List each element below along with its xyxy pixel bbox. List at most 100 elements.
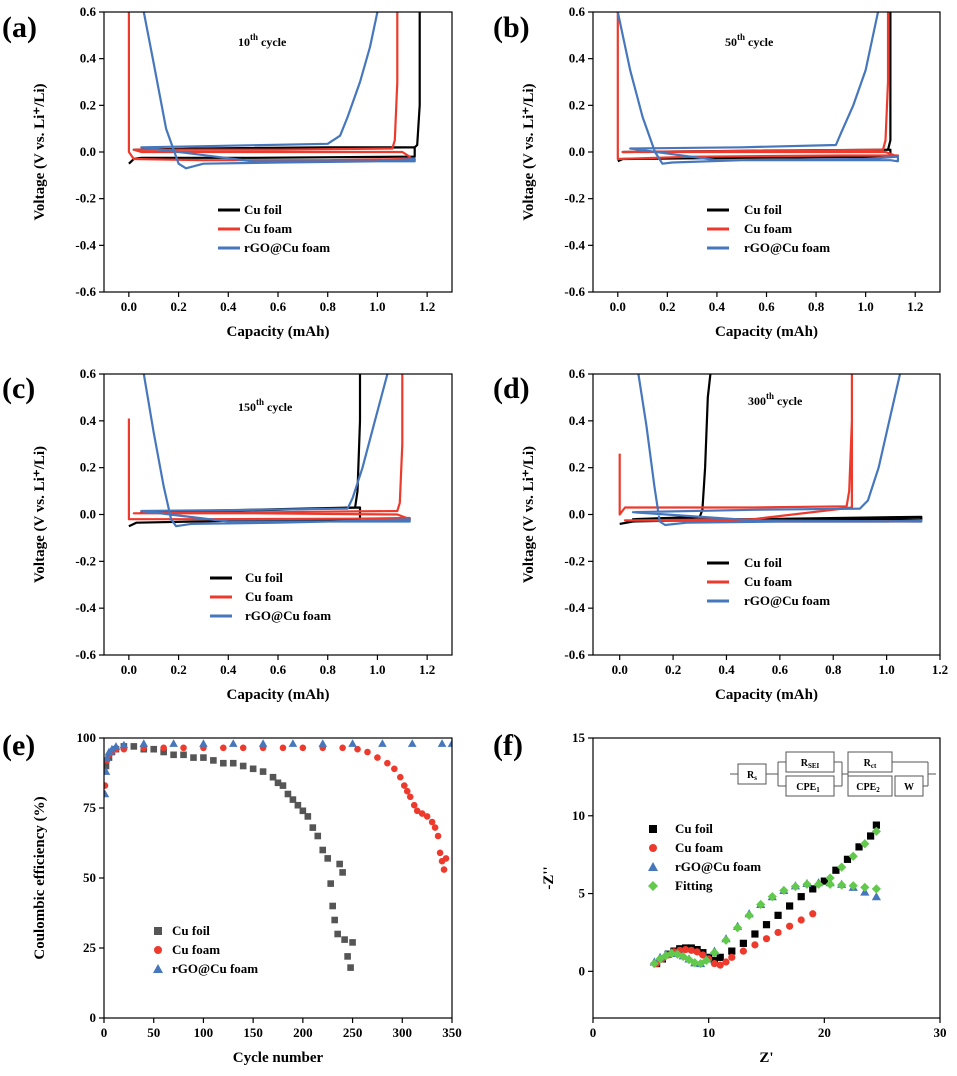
cycle-word: cycle	[774, 394, 803, 408]
legend: Cu foil Cu foam rGO@Cu foam Fitting	[648, 821, 761, 893]
x-axis-label: Capacity (mAh)	[227, 687, 330, 703]
legend-marker	[649, 844, 657, 852]
x-tick-label: 0.2	[170, 299, 186, 314]
plot-area	[104, 739, 452, 971]
y-tick-label: 0.6	[80, 4, 97, 19]
circuit-rct-label-main: R	[864, 758, 872, 769]
legend-marker	[648, 881, 658, 891]
data-point	[820, 877, 828, 885]
x-tick-label: 250	[343, 1025, 363, 1040]
legend: Cu foil Cu foam rGO@Cu foam	[707, 555, 830, 608]
y-tick-label: -0.4	[564, 600, 585, 615]
cycle-superscript: th	[737, 32, 745, 42]
plot-area	[127, 12, 421, 170]
circuit-w-label-main: W	[904, 782, 914, 793]
x-tick-label: 0.0	[121, 299, 137, 314]
data-point	[410, 801, 418, 809]
circuit-rct-label-sub: ct	[871, 762, 877, 770]
y-axis-label: Voltage (V vs. Li⁺/Li)	[521, 446, 537, 583]
legend-label: Cu foam	[172, 942, 220, 957]
data-point	[139, 739, 149, 747]
cycle-word: cycle	[258, 35, 287, 49]
data-point	[786, 922, 794, 930]
cycle-word: cycle	[264, 400, 293, 414]
x-tick-label: 1.2	[907, 299, 923, 314]
legend: Cu foil Cu foam rGO@Cu foam	[218, 202, 330, 255]
panel-label: (e)	[2, 729, 35, 762]
data-point	[437, 739, 447, 747]
panel-label: (a)	[2, 11, 37, 44]
data-point	[837, 862, 847, 872]
data-point	[843, 855, 852, 863]
data-point	[329, 902, 336, 910]
legend-marker	[649, 825, 657, 833]
legend-label: rGO@Cu foam	[244, 240, 330, 255]
data-point	[721, 935, 731, 945]
data-point	[269, 773, 277, 781]
x-tick-label: 0.8	[825, 662, 842, 677]
legend-label: rGO@Cu foam	[245, 608, 331, 623]
series-line	[128, 12, 421, 165]
chart-f: (f) 0 10 20 30 0 5 10 15 Z' -Z'' Cu foil Cu foam rGO@…	[493, 729, 947, 1066]
legend-label: Cu foam	[244, 221, 292, 236]
legend-label: rGO@Cu foam	[744, 593, 830, 608]
y-tick-label: 0.6	[80, 366, 97, 381]
data-point	[797, 916, 805, 924]
y-tick-label: 0.2	[80, 97, 96, 112]
data-point	[710, 959, 719, 968]
data-point	[728, 947, 736, 955]
series-rgo-cu-foam	[104, 739, 452, 798]
y-tick-label: -0.2	[75, 553, 96, 568]
data-point	[855, 843, 863, 851]
x-tick-label: 0.8	[320, 662, 337, 677]
data-point	[786, 902, 794, 910]
legend-label: Cu foam	[245, 589, 293, 604]
data-point	[709, 948, 720, 958]
y-tick-label: 0.2	[569, 97, 585, 112]
data-point	[220, 759, 227, 767]
data-point	[403, 787, 411, 795]
cycle-number: 50	[725, 35, 737, 49]
data-point	[871, 826, 881, 836]
series-rgo-cu-foam	[631, 374, 923, 527]
data-point	[867, 832, 875, 840]
y-axis-label: -Z''	[541, 866, 557, 889]
legend-label: Cu foam	[744, 574, 792, 589]
y-axis-label: Voltage (V vs. Li⁺/Li)	[521, 83, 537, 220]
data-point	[797, 893, 805, 901]
data-point	[344, 953, 351, 960]
y-tick-label: 0.4	[80, 413, 97, 428]
data-point	[751, 941, 759, 949]
series-line	[618, 374, 922, 523]
y-tick-label: -0.2	[564, 553, 585, 568]
data-point	[258, 739, 268, 747]
data-point	[104, 789, 110, 798]
x-tick-label: 1.2	[419, 299, 435, 314]
y-tick-label: 100	[77, 730, 97, 745]
x-tick-label: 30	[934, 1025, 947, 1040]
data-point	[655, 954, 665, 964]
data-point	[288, 739, 298, 747]
data-point	[339, 744, 346, 752]
data-point	[150, 745, 158, 753]
y-tick-label: 0.0	[80, 507, 96, 522]
data-point	[802, 879, 812, 889]
y-tick-label: 10	[572, 808, 585, 823]
y-tick-label: 15	[572, 730, 586, 745]
x-tick-label: 350	[442, 1025, 462, 1040]
x-tick-label: 0.8	[320, 299, 337, 314]
data-point	[130, 743, 138, 750]
y-tick-label: 0	[579, 963, 586, 978]
y-tick-label: -0.6	[564, 284, 585, 299]
series-fitting	[649, 826, 881, 969]
plot-area	[127, 374, 411, 528]
data-point	[732, 923, 743, 933]
cycle-number: 150	[238, 400, 256, 414]
data-point	[690, 958, 700, 968]
data-point	[169, 739, 178, 747]
data-point	[728, 953, 736, 961]
y-tick-label: 0.4	[80, 51, 97, 66]
legend-label: Cu foil	[244, 202, 282, 217]
cycle-superscript: th	[766, 391, 774, 401]
